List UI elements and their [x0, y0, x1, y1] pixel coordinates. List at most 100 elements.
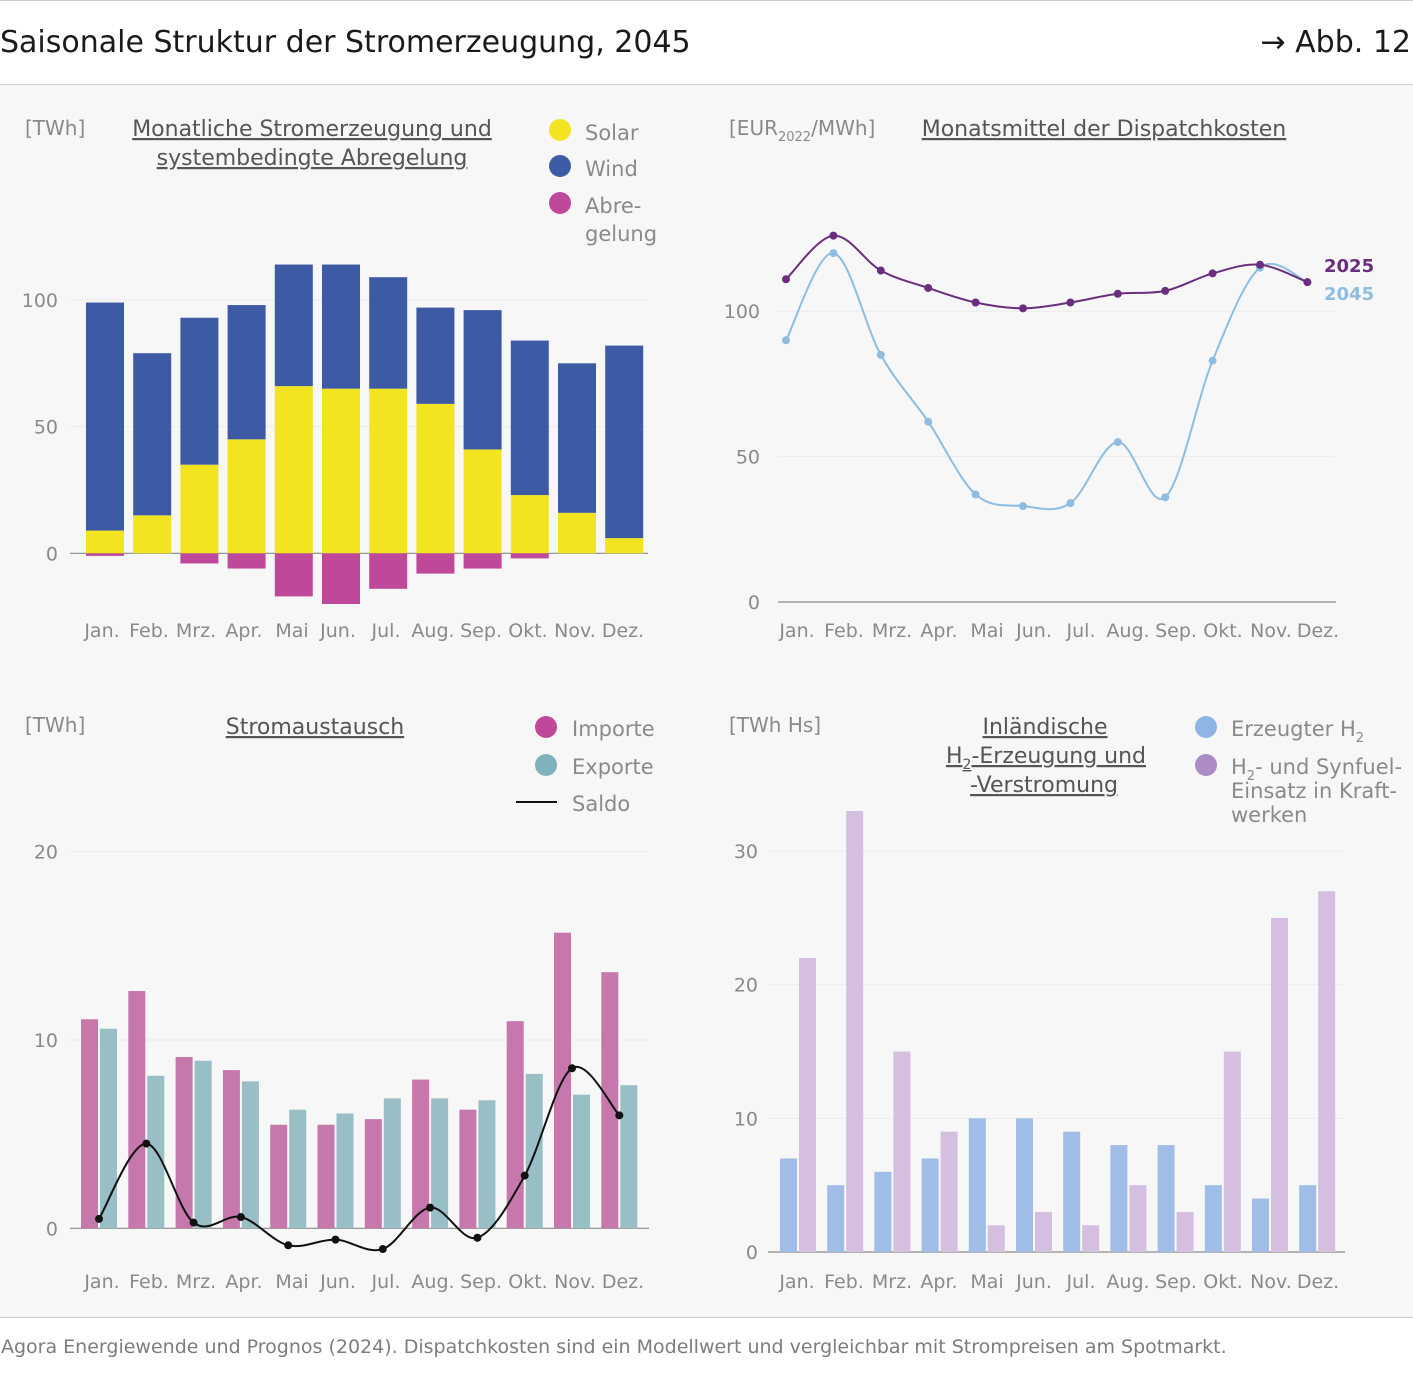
h2-use-bar	[1223, 1051, 1241, 1252]
x-tick-label: Aug.	[411, 620, 454, 642]
curtailment-bar	[86, 553, 124, 556]
curtailment-bar	[369, 553, 408, 589]
x-tick-label: Nov.	[1250, 620, 1292, 642]
solar-bar	[180, 464, 219, 554]
x-tick-label: Feb.	[129, 620, 169, 642]
dispatch-unit: [EUR2022/MWh]	[729, 116, 875, 145]
x-tick-label: Okt.	[1203, 1271, 1242, 1293]
legend-imports-label: Importe	[572, 717, 655, 741]
exchange-chart: [TWh] Stromaustausch 0 10 20 Jan. Feb. Mrz. Ap…	[25, 713, 655, 1293]
hydrogen-gridlines	[768, 850, 1345, 1253]
curtailment-bar	[322, 553, 360, 604]
x-tick-label: Aug.	[411, 1271, 454, 1293]
exports-bar	[620, 1085, 638, 1229]
legend-h2-use-swatch	[1195, 754, 1217, 776]
point-2025	[1303, 278, 1312, 287]
h2-use-bar	[1035, 1211, 1052, 1252]
curtailment-bar	[227, 553, 266, 569]
x-tick-label: Nov.	[554, 1271, 596, 1293]
h2-use-bar	[1271, 917, 1288, 1252]
h2-production-bar	[1157, 1145, 1175, 1252]
saldo-line	[98, 1065, 621, 1252]
source-note: Agora Energiewende und Prognos (2024). D…	[1, 1336, 1227, 1358]
point-2045	[782, 336, 790, 345]
exchange-bars	[81, 932, 638, 1254]
imports-bar	[222, 1070, 240, 1229]
dispatch-gridlines	[778, 310, 1336, 603]
x-tick-label: Dez.	[602, 1271, 644, 1293]
curtailment-bar	[180, 553, 219, 564]
x-tick-label: Jun.	[1015, 1271, 1052, 1293]
x-tick-label: Mai	[275, 620, 308, 642]
point-2045	[876, 350, 885, 359]
solar-bar	[274, 386, 313, 554]
point-2045	[1019, 502, 1027, 511]
h2-production-bar	[874, 1171, 892, 1252]
h2-production-bar	[1299, 1185, 1317, 1252]
saldo-point	[331, 1235, 340, 1244]
exchange-unit: [TWh]	[25, 713, 85, 737]
point-2045	[1113, 438, 1122, 447]
exports-bar	[289, 1109, 307, 1229]
solar-bar	[369, 388, 408, 554]
chart-panel-area: [TWh] Monatliche Stromerzeugung und syst…	[0, 85, 1413, 1317]
h2-production-bar	[1204, 1185, 1222, 1252]
x-tick-label: Sep.	[1155, 1271, 1197, 1293]
exports-bar	[336, 1113, 354, 1229]
wind-bar	[369, 277, 408, 389]
x-tick-label: Mai	[970, 620, 1003, 642]
imports-bar	[459, 1109, 477, 1229]
line-series-2025	[785, 234, 1308, 310]
legend-exports-label: Exporte	[572, 755, 654, 779]
x-tick-label: Mai	[970, 1271, 1003, 1293]
y-tick-label: 0	[46, 1218, 58, 1240]
h2-production-bar	[1016, 1118, 1033, 1252]
dispatch-title: Monatsmittel der Dispatchkosten	[922, 117, 1287, 142]
point-2025	[1066, 298, 1075, 307]
exchange-gridlines	[70, 851, 649, 1229]
h2-use-bar	[1082, 1225, 1100, 1252]
x-tick-label: Jun.	[1015, 620, 1052, 642]
x-tick-label: Jan.	[778, 620, 814, 642]
imports-bar	[128, 991, 146, 1229]
wind-bar	[86, 302, 124, 531]
point-2045	[1208, 356, 1217, 365]
legend-solar-swatch	[549, 119, 571, 141]
solar-bar	[463, 449, 502, 554]
legend-h2-use-label-3: werken	[1231, 803, 1307, 827]
hydrogen-bars	[780, 811, 1336, 1252]
x-tick-label: Dez.	[1297, 1271, 1339, 1293]
wind-bar	[322, 264, 360, 389]
x-tick-label: Dez.	[1297, 620, 1339, 642]
legend-solar-label: Solar	[585, 121, 639, 145]
saldo-point	[520, 1171, 529, 1180]
saldo-point	[378, 1245, 387, 1254]
h2-use-bar	[799, 958, 816, 1252]
h2-use-bar	[1318, 891, 1336, 1252]
x-tick-label: Mrz.	[872, 620, 912, 642]
saldo-point	[142, 1139, 151, 1148]
solar-bar	[86, 530, 124, 554]
h2-use-bar	[1129, 1185, 1147, 1252]
y-tick-label: 100	[22, 290, 58, 312]
generation-title-line1: Monatliche Stromerzeugung und	[132, 117, 492, 142]
saldo-point	[95, 1214, 103, 1223]
hydrogen-chart: [TWh Hs] Inländische H2-Erzeugung und -V…	[729, 713, 1402, 1293]
y-tick-label: 100	[724, 301, 760, 323]
x-tick-label: Jul.	[1066, 620, 1096, 642]
header: Saisonale Struktur der Stromerzeugung, 2…	[0, 0, 1413, 85]
point-2025	[829, 231, 838, 240]
wind-bar	[416, 307, 455, 404]
wind-bar	[605, 345, 644, 539]
x-tick-label: Nov.	[554, 620, 596, 642]
saldo-point	[568, 1064, 576, 1073]
y-tick-label: 20	[34, 842, 58, 864]
hydrogen-title-line2: H2-Erzeugung und	[946, 744, 1146, 773]
legend-exports-swatch	[535, 754, 557, 776]
y-tick-label: 50	[34, 417, 58, 439]
x-tick-label: Jul.	[371, 620, 401, 642]
solar-bar	[133, 515, 172, 554]
x-tick-label: Okt.	[508, 620, 547, 642]
exports-bar	[525, 1073, 543, 1229]
series-label-2045: 2045	[1324, 284, 1374, 305]
